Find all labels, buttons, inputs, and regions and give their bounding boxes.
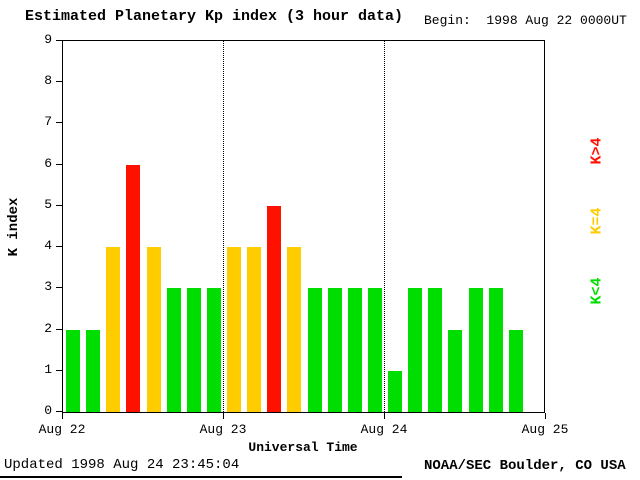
- kp-bar: [468, 288, 483, 412]
- y-tick: [56, 81, 62, 83]
- kp-bar: [327, 288, 342, 412]
- y-tick: [56, 369, 62, 371]
- kp-bar: [508, 329, 523, 412]
- y-tick: [56, 40, 62, 41]
- y-tick: [56, 328, 62, 330]
- kp-bar: [66, 329, 81, 412]
- day-gridline: [384, 41, 385, 412]
- kp-bar: [106, 247, 121, 412]
- kp-bar: [267, 205, 282, 412]
- x-tick-label: Aug 23: [199, 422, 247, 437]
- kp-bar: [448, 329, 463, 412]
- y-tick-label: 6: [44, 155, 52, 171]
- y-tick-label: 5: [44, 196, 52, 212]
- x-tick: [62, 413, 63, 419]
- kp-bar: [186, 288, 201, 412]
- x-tick: [545, 413, 546, 419]
- updated-timestamp: Updated 1998 Aug 24 23:45:04: [4, 457, 240, 473]
- begin-label: Begin: 1998 Aug 22 0000UT: [424, 13, 627, 28]
- kp-bar: [367, 288, 382, 412]
- y-tick: [56, 122, 62, 124]
- kp-bar: [146, 247, 161, 412]
- day-gridline: [223, 41, 224, 412]
- y-tick: [56, 204, 62, 206]
- y-tick: [56, 287, 62, 289]
- kp-bar: [166, 288, 181, 412]
- kp-bar: [428, 288, 443, 412]
- kp-bar: [206, 288, 221, 412]
- chart-title: Estimated Planetary Kp index (3 hour dat…: [25, 8, 404, 25]
- y-tick-label: 2: [44, 320, 52, 336]
- kp-bar: [307, 288, 322, 412]
- kp-bar: [488, 288, 503, 412]
- x-tick-label: Aug 22: [38, 422, 86, 437]
- x-tick: [384, 413, 385, 419]
- x-tick-label: Aug 25: [521, 422, 569, 437]
- credit-label: NOAA/SEC Boulder, CO USA: [424, 458, 626, 474]
- legend-low: K<4: [588, 277, 606, 305]
- y-tick-label: 1: [44, 361, 52, 377]
- kp-bar: [126, 164, 141, 412]
- y-tick-label: 7: [44, 114, 52, 130]
- kp-bar: [347, 288, 362, 412]
- y-tick: [56, 163, 62, 165]
- kp-bar: [227, 247, 242, 412]
- kp-bar: [287, 247, 302, 412]
- legend-high: K>4: [588, 137, 606, 165]
- x-tick: [223, 413, 224, 419]
- y-tick-label: 0: [44, 403, 52, 418]
- y-tick-label: 9: [44, 32, 52, 47]
- y-tick-label: 8: [44, 73, 52, 89]
- kp-bar: [86, 329, 101, 412]
- kp-bar: [408, 288, 423, 412]
- kp-bar: [388, 370, 403, 412]
- y-tick-label: 4: [44, 238, 52, 254]
- y-tick: [56, 246, 62, 248]
- x-axis-title: Universal Time: [248, 440, 358, 455]
- kp-bar: [247, 247, 262, 412]
- x-tick-label: Aug 24: [360, 422, 408, 437]
- y-axis-title: K index: [6, 197, 22, 257]
- y-tick-label: 3: [44, 279, 52, 295]
- y-tick: [56, 411, 62, 412]
- footer-rule: [0, 476, 402, 478]
- legend-mid: K=4: [588, 207, 606, 235]
- plot-area: [62, 40, 545, 413]
